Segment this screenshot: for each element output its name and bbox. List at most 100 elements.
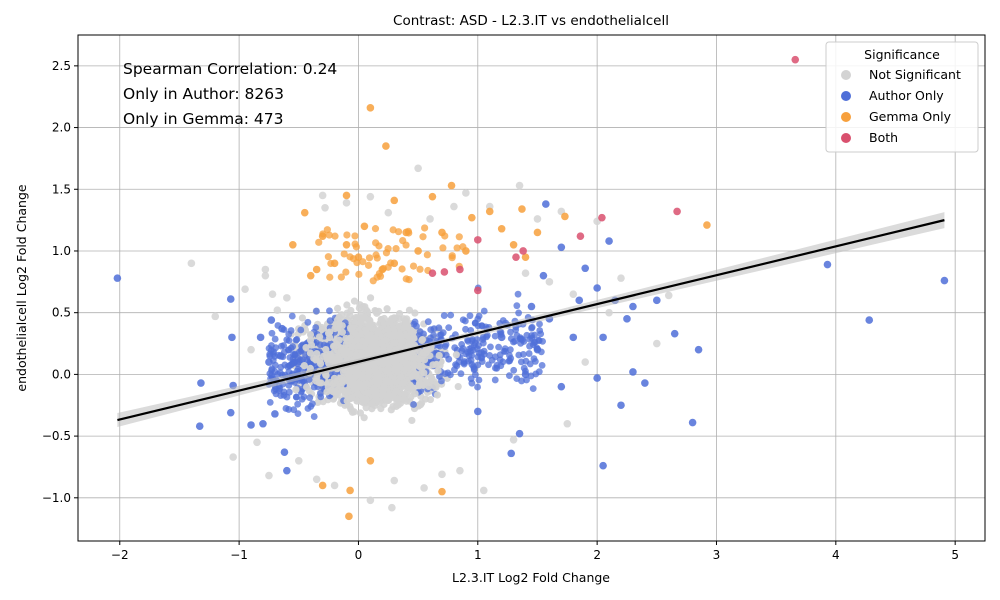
cloud-point: [378, 391, 386, 399]
cloud-point: [418, 335, 427, 344]
cloud-point-author: [292, 336, 300, 344]
point-author-only: [280, 448, 289, 456]
cloud-point: [306, 349, 314, 357]
cloud-point: [314, 398, 322, 407]
point-gemma-only: [468, 213, 476, 222]
cloud-point-author: [531, 358, 539, 365]
cloud-point-author: [453, 362, 461, 370]
cloud-point: [426, 395, 435, 404]
cloud-point: [338, 376, 347, 385]
point-author-only: [593, 284, 601, 292]
cloud-point-author: [493, 364, 501, 372]
cloud-point: [380, 385, 388, 393]
cloud-point-author: [528, 324, 535, 332]
cloud-point-author: [294, 410, 302, 418]
legend-marker-not-significant: [841, 70, 851, 80]
cloud-point-author: [470, 366, 478, 374]
point-gemma-only: [366, 456, 375, 465]
regression-band: [117, 212, 945, 428]
cloud-point: [339, 386, 347, 395]
legend-marker-both: [841, 133, 851, 143]
cloud-point: [342, 334, 350, 343]
cloud-point-author: [436, 332, 444, 339]
point-gemma-only: [509, 241, 518, 249]
cloud-point: [429, 361, 437, 369]
cloud-point-author: [471, 319, 479, 327]
cloud-point: [411, 370, 419, 378]
cloud-point-author: [271, 335, 279, 343]
point-author-only: [195, 422, 204, 431]
cloud-point: [417, 400, 425, 409]
x-tick-label: 0: [355, 548, 363, 562]
point-both: [791, 55, 800, 64]
cloud-point-author: [474, 383, 481, 391]
cloud-point: [315, 333, 324, 341]
cloud-point-author: [527, 372, 535, 380]
point-author-only: [557, 243, 566, 252]
point-not-significant: [265, 471, 273, 480]
cloud-point-author: [305, 376, 313, 383]
cloud-point-author: [297, 326, 305, 334]
cloud-point-author: [440, 312, 448, 319]
legend-box: [825, 41, 979, 153]
annotation-author-only: Only in Author: 8263: [123, 85, 284, 103]
point-author-only: [542, 200, 550, 208]
x-axis-label: L2.3.IT Log2 Fold Change: [452, 570, 610, 585]
cloud-point: [372, 392, 380, 400]
legend-title: Significance: [864, 47, 940, 62]
point-not-significant: [479, 486, 488, 495]
cloud-point: [366, 294, 375, 302]
cloud-point: [361, 314, 369, 322]
cloud-point: [416, 355, 424, 364]
legend-label-both: Both: [869, 130, 898, 145]
point-gemma-only: [330, 259, 339, 268]
point-gemma-only: [360, 222, 369, 231]
point-author-only: [599, 461, 607, 470]
cloud-point-author: [538, 362, 546, 369]
cloud-point: [351, 373, 360, 381]
chart-title: Contrast: ASD - L2.3.IT vs endothelialce…: [393, 13, 669, 29]
point-author-only: [629, 368, 637, 376]
cloud-point-author: [438, 377, 445, 385]
cloud-point-gemma: [373, 254, 381, 262]
cloud-point-author: [310, 413, 318, 420]
point-author-only: [278, 324, 286, 333]
regression-line: [117, 219, 945, 422]
cloud-point: [387, 406, 395, 414]
point-not-significant: [321, 203, 329, 212]
point-both: [473, 286, 482, 295]
point-not-significant: [414, 164, 422, 173]
cloud-point: [386, 317, 394, 325]
x-tick-label: 1: [474, 548, 482, 562]
cloud-point: [371, 306, 379, 315]
cloud-point-author: [499, 317, 507, 324]
point-author-only: [256, 333, 265, 342]
cloud-point: [400, 323, 408, 332]
cloud-point: [349, 343, 357, 351]
cloud-point: [360, 363, 368, 371]
cloud-point: [362, 404, 370, 412]
cloud-point: [425, 382, 433, 391]
cloud-point: [338, 322, 346, 330]
cloud-point-author: [526, 342, 533, 350]
cloud-point: [306, 330, 315, 339]
cloud-point-gemma: [315, 238, 323, 246]
y-axis-ticks: −1.0 −0.5 0.0 0.5 1.0 1.5 2.0 2.5: [42, 59, 78, 505]
point-gemma-only: [300, 208, 309, 217]
point-gemma-only: [497, 224, 506, 233]
point-gemma-only: [485, 207, 494, 216]
point-gemma-only: [366, 104, 375, 112]
point-not-significant: [187, 259, 196, 268]
cloud-point: [384, 365, 392, 373]
point-not-significant: [438, 470, 446, 479]
x-tick-label: −1: [230, 548, 248, 562]
cloud-point-gemma: [331, 232, 339, 240]
cloud-point: [322, 346, 330, 354]
point-author-only: [605, 237, 613, 245]
cloud-point: [415, 382, 423, 390]
point-not-significant: [533, 215, 542, 223]
point-not-significant: [268, 290, 277, 298]
point-gemma-only: [382, 142, 390, 150]
point-gemma-only: [561, 212, 569, 221]
point-not-significant: [426, 215, 434, 223]
